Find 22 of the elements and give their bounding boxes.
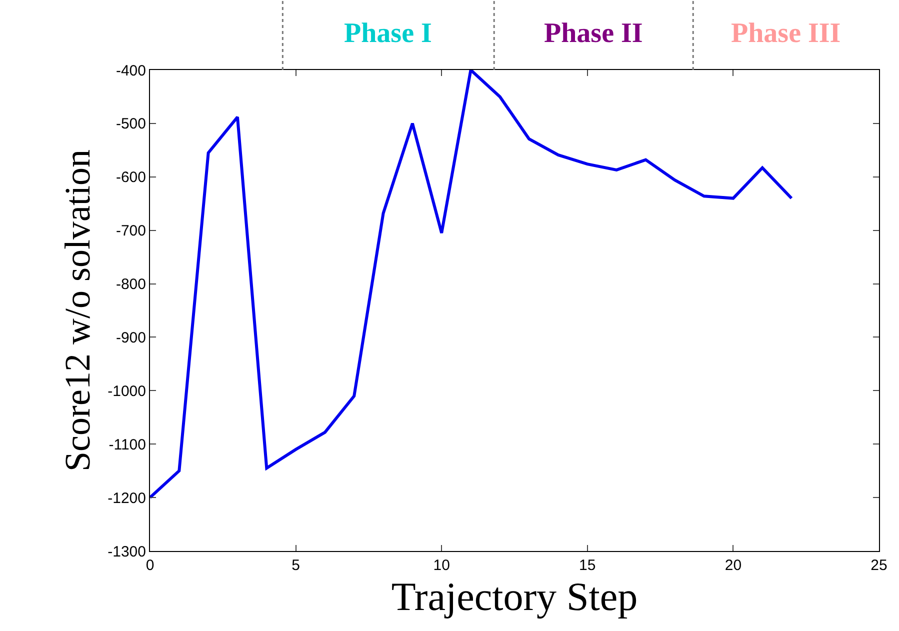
x-tick-label: 25 (870, 557, 888, 574)
y-tick-label: -700 (116, 222, 146, 240)
y-tick-label: -900 (116, 329, 146, 346)
y-tick-label: -1300 (108, 543, 146, 560)
x-tick-label: 5 (292, 557, 300, 574)
line-series (150, 70, 794, 500)
y-tick-label: -400 (116, 62, 146, 80)
y-tick-label: -800 (116, 276, 146, 294)
text: Phase III (731, 18, 841, 49)
y-tick-label: -1000 (108, 382, 146, 400)
y-axis-title: Score12 w/o solvation (58, 150, 98, 472)
text: Phase I (344, 18, 432, 49)
y-tick-label: -600 (116, 169, 146, 186)
y-tick-label: -1100 (108, 436, 146, 454)
x-tick-label: 15 (579, 557, 596, 574)
text: Phase II (544, 18, 643, 49)
y-tick-label: -1200 (108, 490, 146, 507)
x-axis-title: Trajectory Step (391, 574, 638, 619)
y-tick-label: -500 (116, 116, 146, 133)
x-tick-label: 10 (433, 557, 450, 574)
x-tick-label: 20 (724, 557, 742, 574)
x-tick-label: 0 (146, 557, 154, 574)
